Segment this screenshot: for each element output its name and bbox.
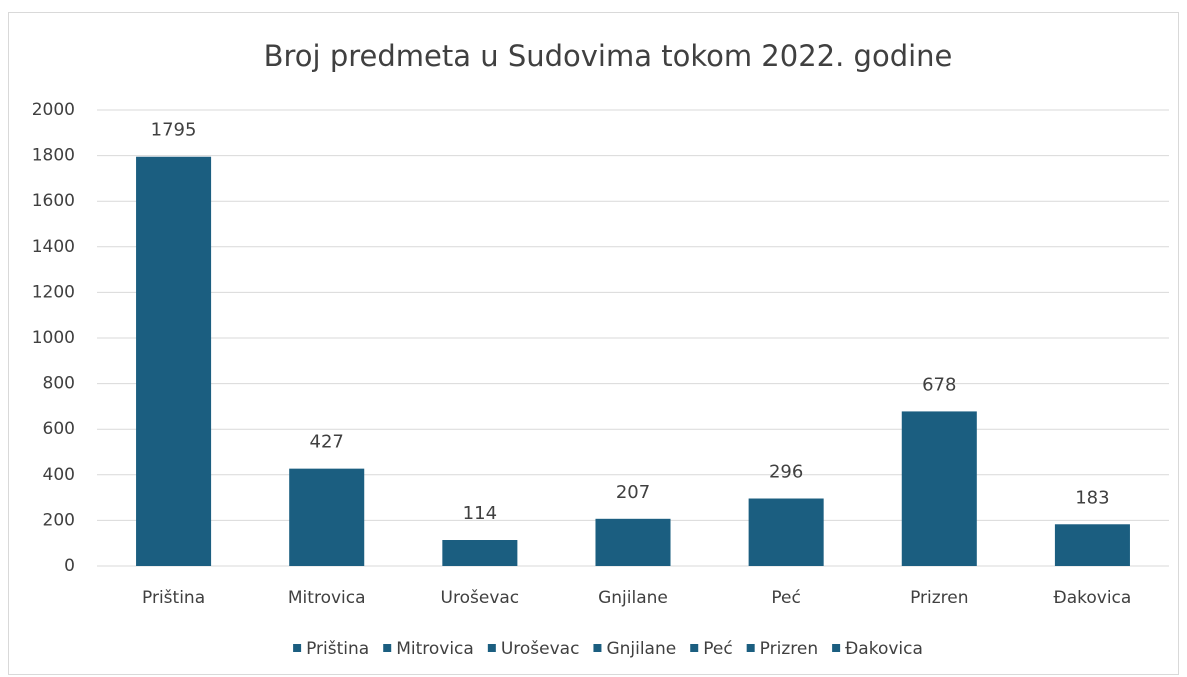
value-label: 183	[1075, 487, 1109, 508]
legend-label: Peć	[703, 639, 732, 659]
bar	[901, 411, 977, 566]
y-tick-label: 400	[43, 465, 75, 485]
legend-marker	[690, 644, 699, 652]
x-tick-label: Peć	[771, 588, 800, 608]
value-label: 1795	[151, 120, 197, 141]
legend-label: Uroševac	[501, 639, 580, 659]
chart-title: Broj predmeta u Sudovima tokom 2022. god…	[264, 39, 953, 73]
x-tick-label: Mitrovica	[288, 588, 366, 608]
y-tick-label: 1600	[32, 191, 75, 211]
legend-label: Mitrovica	[396, 639, 474, 659]
legend-marker	[746, 644, 755, 652]
y-tick-label: 0	[64, 556, 75, 576]
y-tick-label: 1200	[32, 282, 75, 302]
x-tick-label: Uroševac	[441, 588, 520, 608]
bar	[748, 498, 824, 566]
bar	[1054, 524, 1130, 566]
legend-label: Prizren	[760, 639, 818, 659]
y-tick-label: 2000	[32, 100, 75, 120]
y-tick-label: 200	[43, 510, 75, 530]
legend-label: Gnjilane	[606, 639, 676, 659]
x-tick-label: Đakovica	[1054, 588, 1132, 608]
y-tick-label: 1800	[32, 146, 75, 166]
legend-marker	[832, 644, 841, 652]
legend-label: Priština	[306, 639, 369, 659]
value-label: 207	[616, 482, 650, 503]
value-label: 296	[769, 462, 803, 483]
x-tick-label: Priština	[142, 588, 205, 608]
value-label: 678	[922, 374, 956, 395]
bar	[595, 518, 671, 566]
value-label: 114	[463, 503, 497, 524]
x-tick-label: Prizren	[910, 588, 968, 608]
bar	[136, 156, 212, 567]
y-tick-label: 600	[43, 419, 75, 439]
bar	[442, 540, 518, 566]
value-label: 427	[310, 432, 344, 453]
y-tick-label: 800	[43, 374, 75, 394]
bar	[289, 468, 365, 566]
legend-marker	[593, 644, 602, 652]
y-tick-label: 1400	[32, 237, 75, 257]
y-tick-label: 1000	[32, 328, 75, 348]
legend-marker	[383, 644, 392, 652]
legend-label: Đakovica	[845, 639, 923, 659]
legend-marker	[293, 644, 302, 652]
x-tick-label: Gnjilane	[598, 588, 668, 608]
legend-marker	[487, 644, 496, 652]
